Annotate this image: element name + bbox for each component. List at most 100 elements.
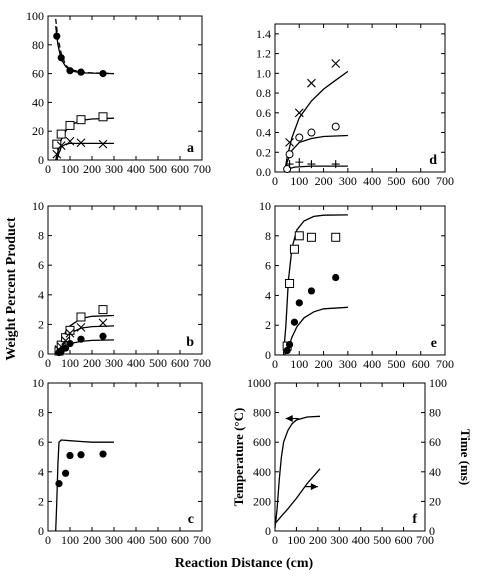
y-tick-label: 10 [32,199,44,213]
y2-tick-label: 20 [429,494,441,508]
x-tick-label: 600 [412,174,430,188]
x-tick-label: 0 [45,356,51,370]
x-tick-label: 200 [83,356,101,370]
data-point [331,160,340,169]
series-curve [56,142,114,161]
y2-tick-label: 80 [429,406,441,420]
x-tick-label: 700 [193,162,211,176]
figure-xlabel: Reaction Distance (cm) [175,556,314,571]
x-tick-label: 200 [83,533,101,547]
data-point [99,450,107,458]
x-tick-label: 400 [352,533,370,547]
arrow-head [310,483,318,491]
chart-panel-d: 0 100 200 300 400 500 600 700 0.0 0.2 0.4 0.6 0.8 1.0… [256,23,454,188]
y-tick-label: 0.2 [256,145,271,159]
y-tick-label: 10 [32,376,44,390]
y-tick-label: 2 [38,494,44,508]
data-point [99,70,107,78]
y-tick-label: 0 [38,153,44,167]
x-tick-label: 500 [387,174,405,188]
x-tick-label: 700 [436,357,454,371]
panel-letter: d [429,153,437,168]
y-tick-label: 1000 [247,376,271,390]
series-curve [284,134,348,173]
plot-frame [47,15,203,161]
y-tick-label: 20 [32,124,44,138]
data-point [76,322,86,332]
data-point [289,244,299,254]
x-tick-label: 100 [290,174,308,188]
data-point [98,139,108,149]
y2-axis-label: Time (ms) [458,429,473,485]
x-tick-label: 600 [395,533,413,547]
x-tick-label: 600 [171,533,189,547]
panel-letter: f [412,512,417,527]
x-tick-label: 100 [61,356,79,370]
panel-letter: e [431,336,437,351]
y-tick-label: 4 [265,288,271,302]
x-tick-label: 100 [61,533,79,547]
y-tick-label: 0.6 [256,106,271,120]
x-tick-label: 200 [309,533,327,547]
series-curve [284,306,348,356]
data-point [307,128,316,137]
data-point [294,231,304,241]
x-tick-label: 100 [61,162,79,176]
data-point [331,122,340,131]
y-tick-label: 200 [253,494,271,508]
data-point [99,332,107,340]
data-point [61,344,70,352]
data-point [285,340,294,349]
series-curve [55,439,114,532]
data-point [76,115,86,125]
x-tick-label: 600 [412,357,430,371]
y-tick-label: 0 [265,348,271,362]
chart-panel-a: 0 100 200 300 400 500 600 700 0 20 40 60 80 100 a [26,9,211,176]
plot-frame [274,205,446,356]
data-point [53,32,61,40]
x-tick-label: 400 [363,357,381,371]
x-tick-label: 300 [105,162,123,176]
plot-frame [47,382,203,532]
data-point [285,138,294,147]
y-tick-label: 0 [38,524,44,538]
data-point [65,325,75,335]
y-tick-label: 6 [38,258,44,272]
data-point [307,78,316,88]
data-point [295,158,304,167]
data-point [306,232,316,242]
panel-letter: a [187,141,194,156]
x-tick-label: 700 [193,533,211,547]
x-tick-label: 500 [149,162,167,176]
data-point [285,160,294,169]
y-tick-label: 0 [265,524,271,538]
data-point [56,141,66,150]
data-point [77,68,85,76]
x-tick-label: 0 [272,533,278,547]
y-tick-label: 1.2 [256,47,271,61]
panel-letter: b [186,335,194,350]
data-point [283,165,292,174]
data-point [76,138,86,148]
y-tick-label: 60 [32,67,44,81]
series-curve [55,26,115,75]
x-tick-label: 400 [363,174,381,188]
arrow-head [285,415,293,423]
x-tick-label: 300 [330,533,348,547]
y-tick-label: 600 [253,435,271,449]
y2-tick-label: 40 [429,465,441,479]
y-tick-label: 0.4 [256,126,271,140]
y-tick-label: 100 [26,9,44,23]
data-point [285,278,295,288]
series-curve [274,415,321,529]
series-curve [282,214,348,356]
data-point [332,273,340,282]
x-tick-label: 300 [339,357,357,371]
y-tick-label: 1.0 [256,66,271,80]
x-tick-label: 700 [193,356,211,370]
data-point [77,335,85,343]
x-tick-label: 400 [127,162,145,176]
data-point [65,120,75,130]
x-tick-label: 0 [45,533,51,547]
